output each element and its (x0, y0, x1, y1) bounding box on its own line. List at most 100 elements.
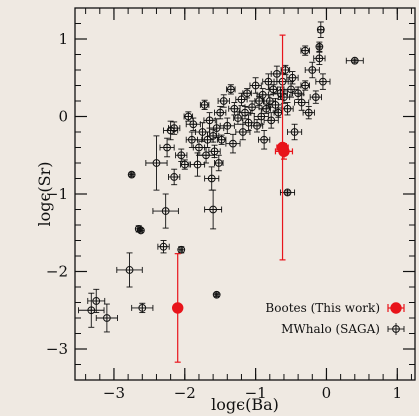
mwhalo-point (127, 170, 136, 179)
mwhalo-marker (202, 151, 210, 160)
mwhalo-marker (301, 81, 310, 90)
mwhalo-point (78, 292, 105, 328)
mwhalo-point (258, 129, 271, 150)
mwhalo-point (163, 120, 179, 141)
mwhalo-marker (136, 226, 145, 235)
mwhalo-marker (311, 93, 320, 102)
mwhalo-point (214, 105, 227, 120)
mwhalo-marker (216, 108, 225, 117)
mwhalo-marker (251, 81, 260, 90)
mwhalo-point (152, 193, 179, 229)
legend-marker-bootes (387, 302, 405, 314)
major-ticks (75, 8, 415, 380)
mwhalo-marker (200, 100, 209, 109)
legend-mwhalo-symbol (392, 325, 400, 333)
mwhalo-marker (315, 42, 324, 51)
mwhalo-point (249, 77, 262, 94)
mwhalo-marker (195, 143, 203, 152)
mwhalo-point (287, 123, 303, 141)
mwhalo-point (267, 98, 283, 112)
mwhalo-point (204, 166, 220, 191)
mwhalo-marker (272, 69, 281, 78)
mwhalo-point (175, 148, 188, 162)
mwhalo-marker (226, 85, 235, 94)
mwhalo-point (261, 103, 271, 114)
mwhalo-marker (217, 135, 226, 144)
mwhalo-marker (350, 56, 359, 65)
mwhalo-marker (219, 97, 228, 105)
plot-frame (74, 7, 416, 381)
mwhalo-marker (212, 124, 221, 133)
mwhalo-marker (177, 245, 186, 254)
mwhalo-point (316, 21, 325, 38)
x-tick-label: −3 (103, 384, 125, 402)
mwhalo-marker (257, 112, 266, 121)
mwhalo-marker (163, 143, 171, 152)
legend-bootes-symbol (390, 302, 402, 314)
mwhalo-marker (184, 112, 193, 121)
mwhalo-marker (214, 159, 223, 167)
data-marks (78, 21, 364, 363)
mwhalo-point (136, 226, 145, 235)
mwhalo-point (263, 112, 279, 129)
mwhalo-point (233, 111, 243, 125)
mwhalo-marker (238, 128, 247, 136)
mwhalo-point (185, 131, 198, 148)
mwhalo-marker (319, 77, 327, 86)
mwhalo-point (180, 159, 190, 170)
mwhalo-marker (189, 120, 198, 129)
mwhalo-point (235, 92, 248, 107)
mwhalo-marker (258, 90, 267, 99)
mwhalo-point (217, 94, 230, 108)
mwhalo-marker (177, 151, 186, 160)
mwhalo-marker (212, 290, 221, 299)
mwhalo-marker (288, 73, 297, 82)
x-tick-label: 0 (322, 384, 332, 402)
mwhalo-marker (205, 116, 214, 125)
mwhalo-marker (92, 297, 101, 305)
mwhalo-point (159, 137, 175, 158)
legend-label-bootes: Bootes (This work) (265, 301, 380, 315)
mwhalo-point (235, 123, 251, 141)
mwhalo-point (281, 102, 294, 116)
y-tick-label: −2 (46, 263, 68, 281)
mwhalo-marker (237, 95, 246, 104)
mwhalo-point (345, 56, 364, 65)
mwhalo-point (228, 102, 241, 116)
mwhalo-point (204, 189, 223, 230)
mwhalo-marker (248, 103, 256, 112)
mwhalo-marker (209, 205, 218, 214)
mwhalo-point (273, 107, 283, 118)
mwhalo-point (313, 51, 326, 66)
mwhalo-marker (283, 188, 292, 197)
mwhalo-marker (297, 98, 306, 107)
mwhalo-marker (308, 66, 317, 74)
mwhalo-marker (264, 77, 273, 86)
mwhalo-point (87, 288, 106, 314)
x-axis-label: logϵ(Ba) (211, 395, 279, 414)
mwhalo-marker (271, 100, 280, 109)
mwhalo-point (192, 139, 206, 156)
mwhalo-marker (267, 116, 276, 125)
mwhalo-point (209, 118, 225, 138)
mwhalo-marker (274, 108, 283, 117)
y-tick-label: −3 (46, 340, 68, 358)
mwhalo-marker (193, 160, 202, 169)
mwhalo-point (244, 100, 260, 114)
mwhalo-marker (315, 54, 324, 63)
mwhalo-marker (223, 121, 232, 130)
bootes-marker (278, 145, 290, 158)
mwhalo-marker (230, 104, 239, 113)
y-tick-label: 0 (58, 108, 68, 126)
mwhalo-marker (138, 304, 147, 312)
series-mwhalo (78, 21, 364, 333)
mwhalo-marker (127, 170, 136, 179)
mwhalo-point (168, 168, 181, 186)
mwhalo-point (116, 252, 143, 288)
mwhalo-marker (152, 159, 161, 167)
mwhalo-point (315, 73, 331, 90)
mwhalo-marker (125, 266, 134, 274)
mwhalo-marker (243, 89, 252, 98)
mwhalo-marker (265, 97, 274, 105)
